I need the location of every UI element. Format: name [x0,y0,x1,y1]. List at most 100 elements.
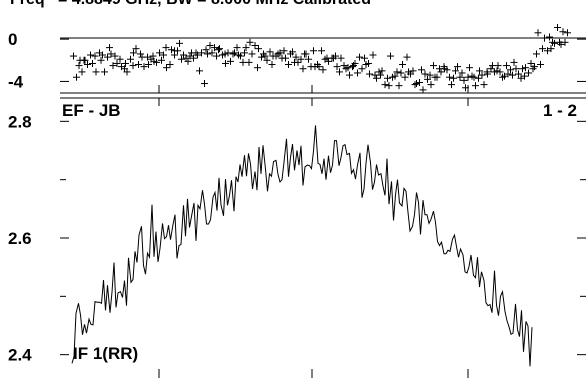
phase-point [211,44,218,52]
phase-point [547,45,555,53]
phase-point [509,71,516,79]
phase-point [246,38,254,46]
phase-point [92,68,100,76]
phase-point [168,46,175,54]
phase-point [129,62,137,70]
phase-point [190,54,197,62]
phase-point [319,66,327,74]
phase-point [521,72,528,80]
phase-point [84,61,91,69]
phase-point [239,58,247,66]
phase-point [375,68,383,76]
phase-point [241,49,248,57]
phase-point [433,73,441,81]
phase-point [337,54,345,62]
phase-point [416,78,423,86]
phase-point [116,55,124,63]
phase-panel: 0 -4 [8,24,586,94]
phase-point [297,55,305,63]
phase-point [216,45,223,53]
phase-point [381,81,389,89]
phase-point [494,62,502,70]
phase-point [163,64,170,72]
phase-point [137,50,144,58]
phase-point [145,61,152,69]
phase-point [91,52,99,60]
phase-point [478,71,486,79]
phase-point [213,52,220,60]
phase-point [299,65,307,73]
phase-point [254,64,261,72]
phase-point [522,64,529,72]
phase-point [81,56,89,64]
phase-point [344,64,352,72]
phase-point [245,58,253,66]
phase-point [421,70,429,78]
phase-point [399,61,406,69]
phase-point [475,74,482,82]
phase-point [551,39,558,47]
phase-point [315,63,323,71]
phase-point [456,73,464,81]
phase-point [206,41,214,49]
phase-point [527,59,535,67]
phase-point [503,62,510,70]
phase-point [149,52,157,60]
phase-point [227,57,234,65]
phase-point [356,53,363,61]
phase-point [446,73,453,81]
phase-point [418,66,425,74]
phase-point [437,68,445,76]
phase-point [89,59,96,67]
phase-point [174,47,181,55]
phase-point [73,73,80,81]
phase-point [130,49,137,57]
amplitude-y-tick-label: 2.6 [8,229,32,248]
phase-point [294,58,302,66]
phase-point [158,56,165,64]
phase-point [413,80,420,88]
phase-point [231,49,238,57]
phase-point [305,55,312,63]
phase-point [333,63,341,71]
phase-point [426,71,434,79]
phase-point [101,68,108,76]
phase-point [127,55,134,63]
phase-point [531,63,538,71]
phase-point [221,50,229,58]
phase-point [310,47,317,55]
phase-point [401,73,409,81]
phase-point [202,46,210,54]
phase-point [123,68,131,76]
phase-point [109,62,117,70]
phase-point [384,74,391,82]
phase-point [476,67,483,75]
phase-point [325,57,332,65]
phase-point [97,56,105,64]
phase-point [208,49,216,57]
phase-point [255,45,262,53]
phase-point [411,81,419,89]
phase-point [510,58,518,66]
phase-point [515,70,522,78]
phase-point [534,29,542,37]
phase-point [472,82,479,90]
phase-point [351,59,359,67]
phase-point [87,51,94,59]
phase-point [377,71,384,79]
phase-point [237,52,244,60]
phase-point [366,70,373,78]
phase-point [427,81,435,89]
phase-point [153,58,160,66]
phase-point [480,81,488,89]
phase-point [251,41,259,49]
phase-point [292,53,300,61]
phase-point [487,65,495,73]
phase-point [160,51,167,59]
phase-point [99,51,106,59]
phase-point [369,51,377,59]
baseline-label: EF - JB [62,101,121,120]
phase-point [78,68,86,76]
phase-point [229,50,237,58]
phase-point [561,38,569,46]
